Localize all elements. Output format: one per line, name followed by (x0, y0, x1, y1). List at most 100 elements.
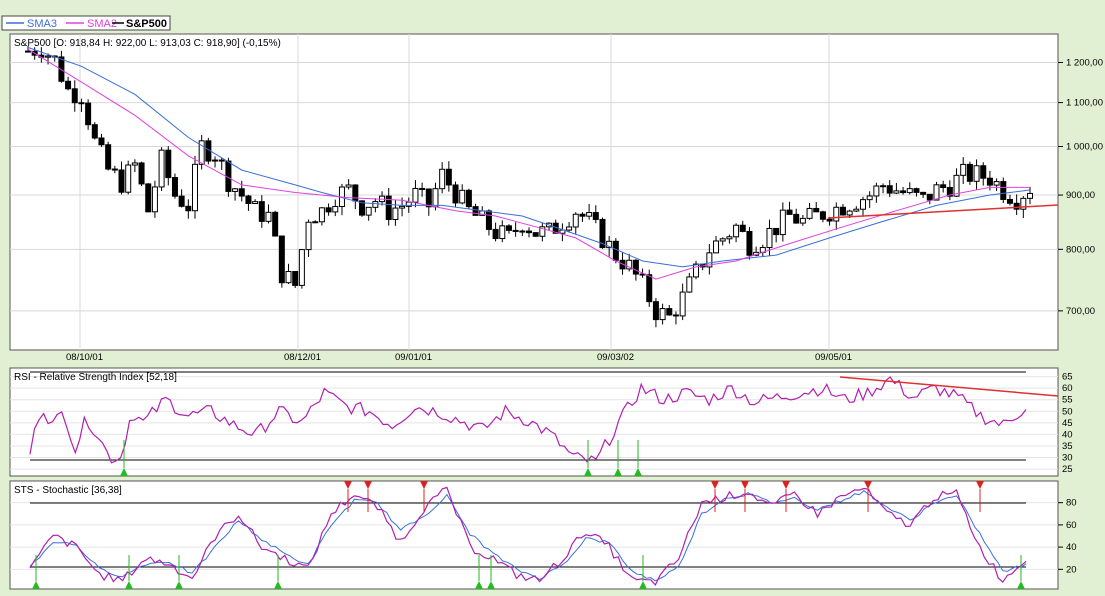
candle-body (686, 276, 693, 293)
candle-body (926, 193, 933, 201)
sts-y-axis: 80 60 40 20 (1058, 498, 1077, 575)
candle-body (252, 201, 259, 205)
candle-body (111, 168, 118, 171)
candle-body (706, 252, 713, 268)
candle-body (739, 224, 746, 232)
buy-marker-icon (475, 581, 483, 589)
candle-body (492, 228, 499, 240)
candle-body (993, 181, 1000, 186)
candle-body (980, 165, 987, 179)
candle-body (171, 177, 178, 197)
candle-body (860, 199, 866, 210)
sts-panel[interactable]: STS - Stochastic [36,38] 80 60 40 20 (9, 480, 1077, 590)
price-trendline (827, 204, 1059, 219)
candle-body (359, 200, 365, 216)
sts-y-tick-label: 40 (1066, 542, 1077, 553)
sell-marker-icon (420, 481, 428, 489)
candle-body (1027, 192, 1033, 199)
buy-marker-icon (634, 468, 642, 476)
candle-body (733, 224, 740, 238)
candle-body (846, 210, 853, 216)
candle-body (165, 149, 172, 179)
candle-body (272, 211, 279, 237)
price-y-tick-label: 800,00 (1066, 244, 1095, 255)
candle-body (312, 221, 319, 224)
candle-body (145, 183, 152, 213)
candle-body (960, 163, 967, 176)
candle-body (245, 195, 252, 205)
buy-marker-icon (584, 468, 592, 476)
candle-body (659, 308, 666, 321)
candle-body (298, 249, 305, 286)
candle-body (372, 201, 379, 208)
candle-body (45, 55, 52, 58)
buy-marker-icon (32, 581, 40, 589)
buy-marker-icon (175, 581, 183, 589)
candle-body (880, 185, 887, 188)
candle-body (566, 226, 573, 231)
candle-body (579, 213, 586, 217)
candle-body (906, 188, 913, 194)
candle-body (900, 190, 907, 194)
candle-body (345, 184, 352, 188)
candle-body (586, 212, 593, 217)
candle-body (893, 190, 900, 194)
candle-body (412, 187, 419, 203)
candle-body (85, 102, 92, 126)
sts-k-line (29, 486, 1027, 586)
candle-body (612, 240, 619, 261)
candle-body (652, 301, 659, 321)
candle-body (672, 314, 679, 317)
rsi-panel[interactable]: RSI - Relative Strength Index [52,18] 65… (9, 367, 1073, 477)
candle-body (606, 240, 613, 249)
candle-body (452, 184, 459, 204)
candle-body (419, 187, 426, 190)
buy-marker-icon (1017, 581, 1025, 589)
price-x-tick-label: 08/10/01 (66, 352, 103, 363)
candle-body (866, 195, 873, 201)
candle-body (65, 80, 72, 90)
candle-body (425, 188, 432, 208)
candle-body (713, 240, 720, 254)
candle-body (325, 207, 332, 213)
rsi-y-tick-label: 55 (1062, 395, 1073, 406)
buy-marker-icon (614, 468, 622, 476)
price-x-tick-label: 09/01/01 (395, 352, 432, 363)
candle-body (539, 226, 546, 237)
candle-body (519, 230, 526, 233)
candle-body (285, 271, 292, 284)
candle-body (666, 308, 673, 316)
candle-body (218, 159, 225, 162)
candle-body (212, 159, 219, 162)
sell-marker-icon (344, 481, 352, 489)
candle-body (873, 185, 880, 197)
candle-body (632, 259, 639, 275)
rsi-y-tick-label: 65 (1062, 372, 1073, 383)
legend: SMA3 SMA2 S&P500 (1, 15, 171, 31)
candle-body (793, 213, 800, 224)
candle-body (933, 184, 940, 201)
candle-body (679, 291, 686, 317)
price-panel[interactable]: S&P500 [O: 918,84 H: 922,00 L: 913,03 C:… (9, 33, 1103, 589)
candle-body (118, 169, 125, 193)
candle-body (1013, 202, 1020, 210)
sma2-line (27, 48, 1030, 280)
candle-body (626, 259, 633, 270)
candle-body (853, 208, 860, 212)
candle-body (71, 88, 78, 104)
price-panel-title: S&P500 [O: 918,84 H: 922,00 L: 913,03 C:… (14, 38, 281, 49)
sts-y-tick-label: 20 (1066, 564, 1077, 575)
legend-label-sma2: SMA2 (87, 18, 117, 30)
candle-body (258, 201, 265, 222)
candle-body (499, 225, 506, 240)
sell-marker-icon (864, 481, 872, 489)
candle-body (392, 207, 399, 221)
price-x-axis: 08/10/01 08/12/01 09/01/01 09/03/02 09/05/01 (66, 352, 852, 363)
rsi-y-tick-label: 50 (1062, 406, 1073, 417)
candle-body (405, 201, 412, 207)
rsi-gridlines (10, 376, 1058, 470)
candle-body (178, 195, 185, 207)
candle-body (25, 50, 31, 53)
candle-body (198, 140, 205, 165)
